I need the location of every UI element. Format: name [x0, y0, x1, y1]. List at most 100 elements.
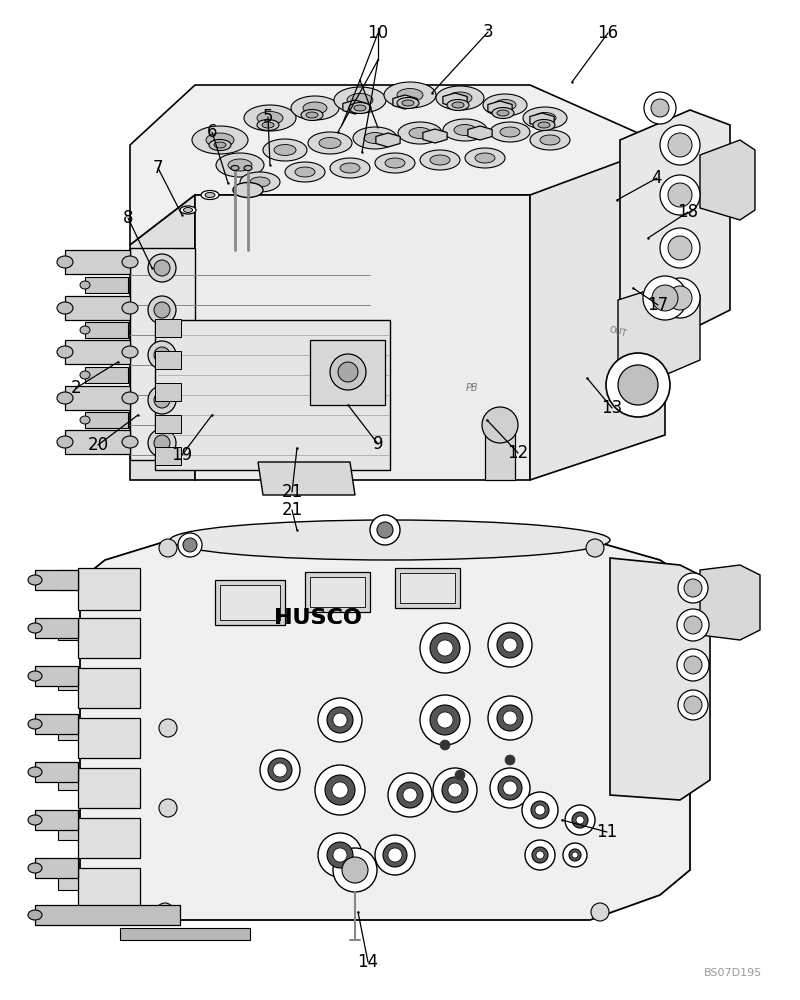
Ellipse shape	[274, 144, 296, 155]
Circle shape	[433, 768, 477, 812]
Circle shape	[437, 712, 453, 728]
Circle shape	[678, 573, 708, 603]
Circle shape	[325, 775, 355, 805]
Polygon shape	[485, 425, 515, 480]
Polygon shape	[78, 768, 140, 808]
Circle shape	[563, 843, 587, 867]
Ellipse shape	[180, 206, 196, 214]
Circle shape	[154, 392, 170, 408]
Ellipse shape	[384, 82, 436, 108]
Circle shape	[678, 690, 708, 720]
Polygon shape	[78, 568, 140, 610]
Polygon shape	[78, 618, 140, 658]
Polygon shape	[376, 133, 400, 147]
Circle shape	[148, 341, 176, 369]
Polygon shape	[618, 285, 700, 375]
Polygon shape	[700, 565, 760, 640]
Polygon shape	[58, 820, 78, 840]
Circle shape	[388, 773, 432, 817]
Ellipse shape	[490, 122, 530, 142]
Ellipse shape	[308, 132, 352, 154]
Ellipse shape	[295, 167, 315, 177]
Circle shape	[660, 228, 700, 268]
Circle shape	[503, 638, 517, 652]
Circle shape	[318, 698, 362, 742]
Ellipse shape	[250, 177, 270, 187]
Circle shape	[684, 579, 702, 597]
Circle shape	[488, 696, 532, 740]
Ellipse shape	[385, 158, 405, 168]
Polygon shape	[35, 666, 78, 686]
Text: OUT: OUT	[608, 325, 628, 339]
Text: 17: 17	[647, 296, 669, 314]
Polygon shape	[35, 618, 78, 638]
Ellipse shape	[122, 436, 138, 448]
Text: 10: 10	[367, 24, 389, 42]
Circle shape	[332, 782, 348, 798]
Circle shape	[684, 616, 702, 634]
Circle shape	[651, 99, 669, 117]
Polygon shape	[195, 195, 530, 480]
Ellipse shape	[397, 98, 419, 108]
Ellipse shape	[340, 163, 360, 173]
Polygon shape	[215, 580, 285, 625]
Ellipse shape	[402, 100, 414, 106]
Circle shape	[178, 533, 202, 557]
Circle shape	[268, 758, 292, 782]
Ellipse shape	[257, 119, 279, 130]
Ellipse shape	[538, 122, 550, 128]
Polygon shape	[610, 558, 710, 800]
Circle shape	[505, 755, 515, 765]
Circle shape	[503, 711, 517, 725]
Polygon shape	[78, 868, 140, 908]
Polygon shape	[423, 129, 447, 143]
Text: 3: 3	[482, 23, 494, 41]
Polygon shape	[65, 250, 130, 274]
Ellipse shape	[530, 130, 570, 150]
Ellipse shape	[122, 392, 138, 404]
Polygon shape	[530, 145, 665, 480]
Ellipse shape	[28, 719, 42, 729]
Polygon shape	[220, 585, 280, 620]
Ellipse shape	[375, 153, 415, 173]
Circle shape	[490, 768, 530, 808]
Ellipse shape	[301, 109, 323, 120]
Ellipse shape	[262, 122, 274, 128]
Text: 4: 4	[652, 169, 662, 187]
Circle shape	[318, 833, 362, 877]
Polygon shape	[155, 351, 181, 369]
Ellipse shape	[475, 153, 495, 163]
Text: HUSCO: HUSCO	[274, 608, 362, 628]
Text: 6: 6	[206, 123, 218, 141]
Polygon shape	[78, 718, 140, 758]
Polygon shape	[78, 818, 140, 858]
Ellipse shape	[436, 86, 484, 110]
Circle shape	[652, 285, 678, 311]
Ellipse shape	[57, 256, 73, 268]
Ellipse shape	[397, 89, 423, 102]
Polygon shape	[343, 100, 367, 114]
Text: 19: 19	[171, 446, 193, 464]
Ellipse shape	[57, 392, 73, 404]
Ellipse shape	[497, 110, 509, 116]
Circle shape	[148, 296, 176, 324]
Circle shape	[532, 847, 548, 863]
Ellipse shape	[231, 165, 239, 170]
Ellipse shape	[448, 92, 472, 104]
Ellipse shape	[192, 126, 248, 154]
Polygon shape	[130, 248, 195, 460]
Text: 16: 16	[598, 24, 618, 42]
Polygon shape	[85, 412, 128, 428]
Ellipse shape	[183, 208, 193, 213]
Ellipse shape	[57, 436, 73, 448]
Circle shape	[154, 435, 170, 451]
Polygon shape	[393, 95, 417, 109]
Polygon shape	[130, 85, 665, 245]
Ellipse shape	[201, 190, 219, 200]
Circle shape	[684, 656, 702, 674]
Circle shape	[448, 783, 462, 797]
Circle shape	[156, 903, 174, 921]
Ellipse shape	[28, 575, 42, 585]
Circle shape	[154, 302, 170, 318]
Ellipse shape	[494, 100, 516, 110]
